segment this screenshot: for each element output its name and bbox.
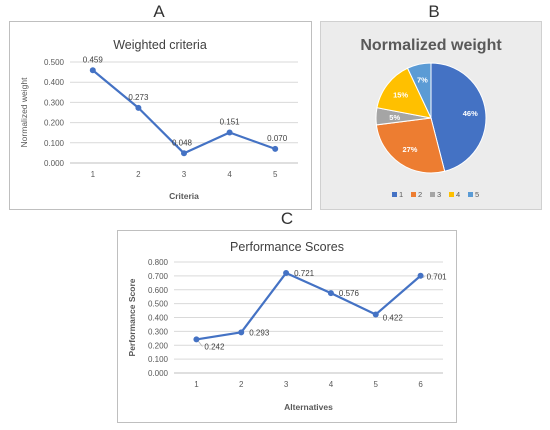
- chart-b-legend-label: 5: [475, 190, 479, 199]
- chart-a-ytick-label: 0.200: [44, 119, 65, 128]
- chart-a-data-point: [226, 129, 233, 136]
- chart-c-series-line: [196, 271, 422, 341]
- chart-b-slice: [406, 62, 432, 119]
- chart-a-ytick-label: 0.500: [44, 58, 65, 67]
- chart-c-xtick-label: 2: [239, 380, 244, 389]
- chart-b-slice: [430, 62, 487, 172]
- chart-a-data-label: 0.048: [172, 138, 193, 147]
- chart-a-xtick-label: 5: [273, 170, 278, 179]
- chart-a-data-label: 0.273: [128, 93, 149, 102]
- chart-a-title: Weighted criteria: [113, 38, 207, 52]
- panel-label-c: C: [280, 209, 294, 228]
- chart-c-xtick-label: 1: [194, 380, 199, 389]
- chart-c-data-label-leader: [198, 341, 203, 347]
- chart-c-ytick-label: 0.500: [148, 300, 169, 309]
- chart-c-ytick-label: 0.800: [148, 258, 169, 267]
- chart-b-legend-label: 2: [418, 190, 422, 199]
- chart-normalized-weight: Normalized weight 46% 27% 5% 15% 7% 1 2 3 4 5: [320, 21, 542, 210]
- chart-b-legend-swatch: [449, 192, 454, 197]
- chart-c-data-label: 0.293: [249, 328, 270, 337]
- chart-c-data-point: [372, 311, 379, 318]
- chart-a-data-label: 0.070: [267, 134, 288, 143]
- chart-b-legend-label: 4: [456, 190, 460, 199]
- chart-b-svg: Normalized weight 46% 27% 5% 15% 7% 1 2 3 4 5: [360, 37, 502, 199]
- chart-a-ytick-label: 0.400: [44, 78, 65, 87]
- chart-c-x-axis-title: Alternatives: [284, 402, 333, 412]
- chart-a-data-point: [135, 104, 142, 111]
- chart-c-ytick-label: 0.600: [148, 286, 169, 295]
- chart-c-data-label-leader: [422, 276, 425, 279]
- panel-label-a: A: [153, 2, 165, 21]
- chart-c-data-point: [417, 272, 424, 279]
- chart-c-xtick-label: 5: [374, 380, 379, 389]
- chart-b-legend-label: 1: [399, 190, 403, 199]
- chart-c-ytick-label: 0.400: [148, 314, 169, 323]
- chart-c-ytick-label: 0.100: [148, 355, 169, 364]
- chart-c-data-point: [327, 290, 334, 297]
- chart-a-xtick-label: 1: [91, 170, 96, 179]
- chart-weighted-criteria: Weighted criteria 0.000 0.100 0.200 0.300 0.4…: [9, 21, 312, 210]
- chart-b-slice: [376, 67, 432, 119]
- chart-a-ytick-label: 0.100: [44, 139, 65, 148]
- chart-c-ytick-label: 0.000: [148, 369, 169, 378]
- panel-label-b: B: [428, 2, 440, 21]
- chart-a-xtick-label: 2: [136, 170, 141, 179]
- chart-c-svg: Performance Scores 0.000 0.100 0.200 0.300 0.…: [127, 240, 448, 412]
- chart-c-data-label: 0.701: [427, 273, 448, 282]
- chart-c-xtick-label: 3: [284, 380, 289, 389]
- chart-c-ytick-label: 0.700: [148, 272, 169, 281]
- chart-c-xtick-label: 4: [329, 380, 334, 389]
- chart-c-data-point: [193, 336, 200, 343]
- chart-b-data-label: 7%: [417, 75, 428, 84]
- chart-c-ytick-label: 0.300: [148, 327, 169, 336]
- chart-a-data-point: [272, 145, 279, 152]
- chart-a-xtick-label: 3: [182, 170, 187, 179]
- chart-c-data-label: 0.576: [339, 289, 360, 298]
- chart-c-title: Performance Scores: [230, 240, 344, 254]
- chart-b-slice: [375, 117, 446, 174]
- chart-c-data-point: [238, 329, 245, 336]
- chart-b-data-label: 15%: [393, 90, 408, 99]
- chart-b-title: Normalized weight: [360, 37, 502, 54]
- chart-a-xtick-label: 4: [227, 170, 232, 179]
- chart-a-data-label: 0.459: [83, 55, 104, 64]
- chart-performance-scores: Performance Scores 0.000 0.100 0.200 0.300 0.…: [117, 230, 457, 423]
- chart-b-legend-swatch: [392, 192, 397, 197]
- chart-b-data-label: 5%: [389, 113, 400, 122]
- chart-b-legend-label: 3: [437, 190, 441, 199]
- chart-a-data-label: 0.151: [220, 117, 241, 126]
- chart-c-data-label: 0.422: [383, 313, 404, 322]
- chart-c-xtick-label: 6: [418, 380, 423, 389]
- chart-a-data-point: [89, 67, 96, 74]
- chart-c-data-point: [283, 269, 290, 276]
- chart-b-data-label: 27%: [402, 145, 417, 154]
- chart-a-x-axis-title: Criteria: [169, 191, 199, 201]
- chart-a-data-point: [181, 150, 187, 157]
- chart-b-data-label: 46%: [463, 109, 478, 118]
- chart-c-data-label: 0.242: [204, 342, 225, 351]
- chart-a-svg: Weighted criteria 0.000 0.100 0.200 0.300 0.4…: [19, 38, 298, 201]
- chart-a-y-axis-title: Normalized weight: [19, 77, 29, 148]
- chart-b-legend-swatch: [430, 192, 435, 197]
- chart-c-ytick-label: 0.200: [148, 341, 169, 350]
- chart-b-legend-swatch: [468, 192, 473, 197]
- chart-a-ytick-label: 0.000: [44, 159, 65, 168]
- chart-a-ytick-label: 0.300: [44, 98, 65, 107]
- chart-b-legend-swatch: [411, 192, 416, 197]
- chart-c-y-axis-title: Performance Score: [127, 278, 137, 356]
- chart-c-data-label: 0.721: [294, 269, 315, 278]
